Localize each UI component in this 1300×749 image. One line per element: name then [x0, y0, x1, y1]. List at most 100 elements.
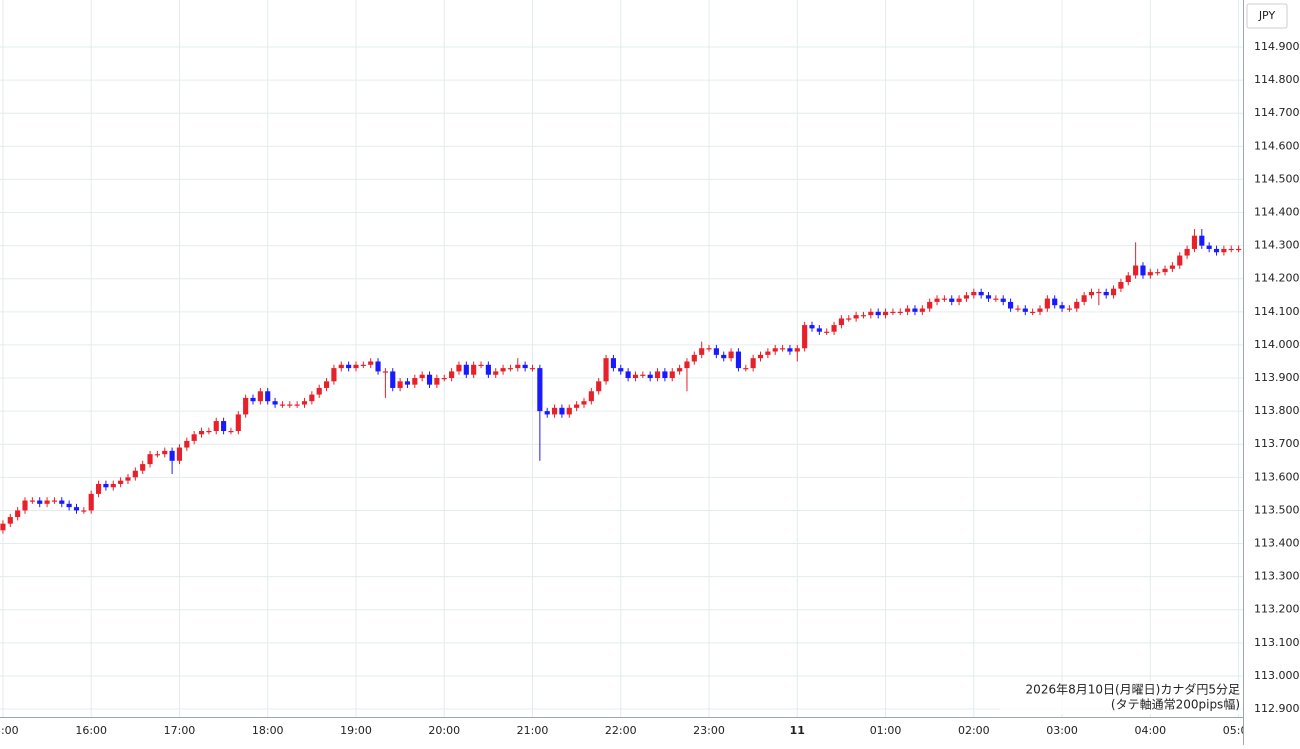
- candle-body: [993, 298, 999, 300]
- candle-body: [426, 374, 433, 385]
- ticks: :00 16:00 17:00 18:00 19:00 20:00 21:00 22:00 23…: [1, 724, 1255, 737]
- candle-body: [941, 298, 947, 300]
- candle-body: [677, 368, 683, 372]
- candle-body: [485, 364, 491, 375]
- candle-body: [743, 368, 749, 370]
- candle-body: [309, 394, 315, 402]
- candle-body: [243, 397, 249, 415]
- candle-body: [890, 311, 896, 314]
- y-tick-label: 114.500: [1254, 172, 1300, 185]
- candle-body: [824, 331, 830, 333]
- candle-body: [647, 374, 653, 379]
- candle-body: [1022, 308, 1028, 312]
- candle-body: [29, 500, 35, 502]
- candle-body: [765, 351, 771, 355]
- y-tick-label: 113.400: [1254, 537, 1300, 550]
- candle-body: [1169, 265, 1175, 269]
- candle-body: [654, 371, 661, 379]
- candle-body: [323, 381, 330, 388]
- candle-body: [478, 364, 484, 366]
- candle-body: [757, 354, 764, 359]
- candle-body: [272, 401, 278, 405]
- candle-body: [176, 447, 183, 461]
- candle-body: [515, 364, 521, 369]
- candle-body: [529, 368, 536, 370]
- candle-body: [287, 404, 293, 406]
- candle-body: [95, 483, 102, 494]
- candle-body: [699, 348, 705, 355]
- candle-body: [816, 328, 822, 332]
- candle-body: [750, 358, 756, 369]
- candle-body: [985, 295, 992, 299]
- candle-body: [905, 308, 911, 312]
- candle-body: [382, 371, 388, 373]
- candle-body: [1118, 282, 1124, 289]
- y-tick-label: 114.300: [1254, 239, 1300, 252]
- candle-body: [772, 348, 778, 352]
- candle-body: [169, 450, 175, 461]
- candle-body: [419, 374, 425, 379]
- candle-body: [971, 291, 977, 296]
- y-tick-label: 113.000: [1254, 669, 1300, 682]
- y-tick-label: 113.600: [1254, 470, 1300, 483]
- candle-body: [1213, 248, 1220, 253]
- candle-body: [662, 371, 668, 379]
- candle-body: [1155, 272, 1161, 274]
- candle-body: [721, 354, 727, 359]
- candle-body: [257, 391, 263, 402]
- candle-body: [802, 325, 808, 349]
- candle-body: [882, 311, 889, 316]
- x-tick-label: 05:00: [1223, 724, 1255, 737]
- candle-body: [897, 311, 903, 314]
- x-tick-label: 20:00: [428, 724, 460, 737]
- candle-body: [338, 364, 344, 369]
- candle-body: [397, 381, 403, 388]
- currency-box: [1246, 3, 1288, 29]
- candle-body: [1133, 265, 1139, 276]
- y-tick-label: 114.800: [1254, 73, 1300, 86]
- candle-body: [1184, 248, 1190, 256]
- candle-body: [1059, 305, 1065, 309]
- candle-body: [669, 371, 675, 379]
- candle-body: [500, 368, 506, 372]
- candle-body: [1037, 308, 1043, 312]
- candle-body: [44, 500, 50, 504]
- candle-body: [574, 404, 580, 408]
- candle-body: [456, 364, 462, 372]
- candle-body: [588, 391, 594, 402]
- candle-body: [265, 391, 271, 402]
- x-tick-label: 02:00: [958, 724, 990, 737]
- currency-label: JPY: [1258, 9, 1276, 22]
- annotation: 2026年8月10日(月曜日)カナダ円5分足: [1026, 682, 1240, 697]
- x-tick-label: 23:00: [693, 724, 725, 737]
- candle-body: [927, 301, 933, 309]
- candle-body: [37, 500, 43, 504]
- candle-body: [0, 523, 6, 531]
- candle-body: [1177, 255, 1183, 266]
- candle-body: [191, 434, 197, 441]
- candle-body: [963, 295, 970, 299]
- x-tick-label: 22:00: [605, 724, 637, 737]
- candle-body: [1066, 308, 1072, 310]
- candle-body: [1221, 248, 1227, 253]
- candle-body: [346, 364, 352, 369]
- candle-body: [125, 477, 131, 481]
- candle-body: [691, 354, 697, 362]
- x-tick-label: 04:00: [1134, 724, 1166, 737]
- x-tick-label: 17:00: [164, 724, 196, 737]
- candle-body: [625, 371, 631, 379]
- x-tick-label: 16:00: [75, 724, 107, 737]
- candle-body: [441, 378, 447, 380]
- candle-body: [949, 298, 955, 302]
- candle-body: [559, 407, 565, 415]
- candle-body: [51, 500, 58, 502]
- candle-body: [507, 368, 514, 370]
- x-tick-label: 01:00: [870, 724, 902, 737]
- y-tick-label: 113.300: [1254, 570, 1300, 583]
- candle-body: [390, 371, 396, 388]
- candle-body: [140, 464, 146, 471]
- candle-body: [1008, 301, 1014, 309]
- candle-body: [66, 503, 72, 508]
- candle-body: [206, 430, 212, 433]
- grid: [0, 0, 1243, 717]
